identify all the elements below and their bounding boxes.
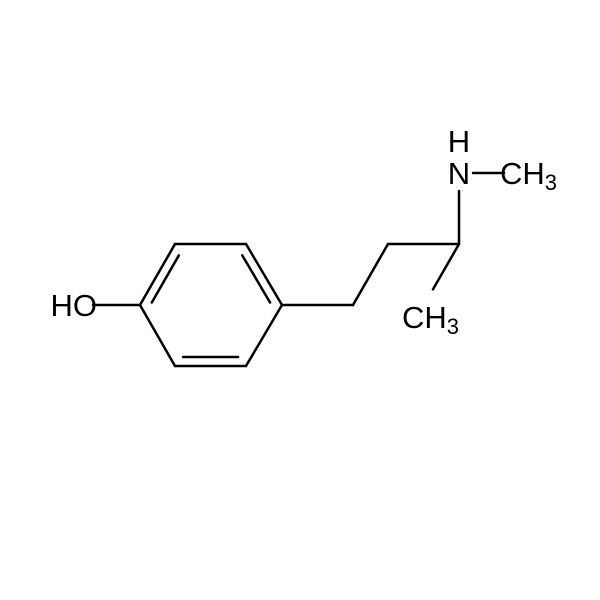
bond bbox=[353, 244, 388, 305]
atom-label: N bbox=[448, 156, 470, 191]
bonds-layer bbox=[93, 173, 504, 366]
atom-label: CH3 bbox=[500, 156, 557, 195]
atom-label: CH3 bbox=[402, 300, 459, 339]
labels-layer: HO NH CH3 CH3 bbox=[51, 124, 558, 339]
atom-label: HO bbox=[51, 288, 98, 323]
bond bbox=[140, 305, 175, 366]
atom-label: H bbox=[448, 124, 470, 159]
chemical-structure: HO NH CH3 CH3 bbox=[0, 0, 600, 600]
bond bbox=[246, 305, 282, 366]
bond bbox=[433, 244, 459, 289]
bond bbox=[246, 244, 282, 305]
bond bbox=[140, 244, 175, 305]
